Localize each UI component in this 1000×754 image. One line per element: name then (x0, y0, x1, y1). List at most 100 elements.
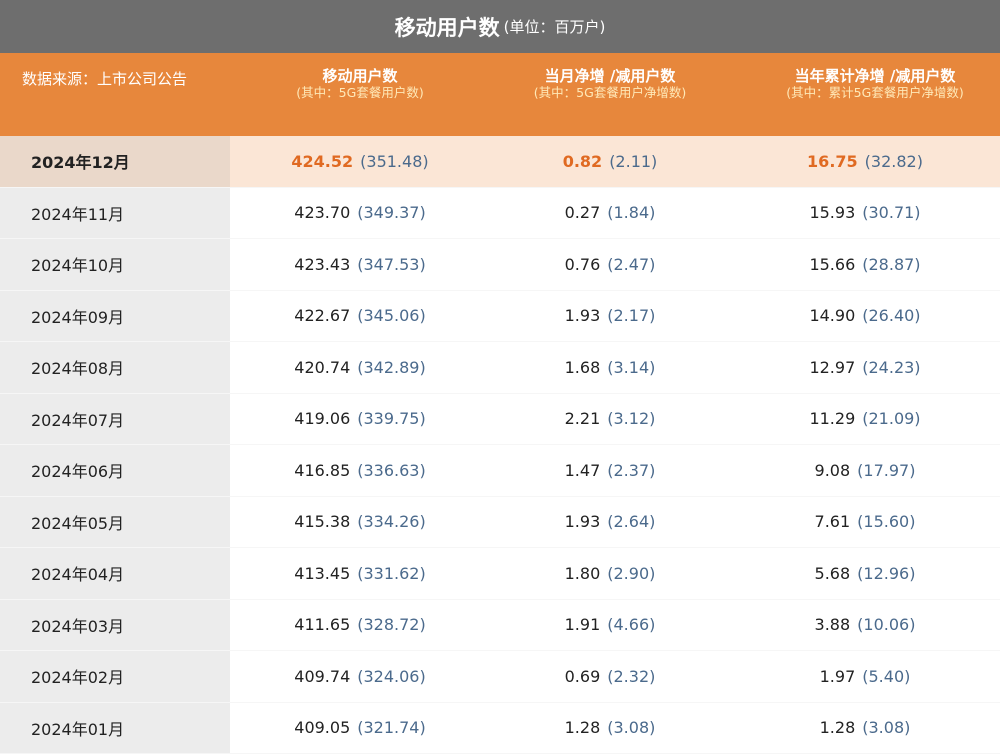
cell-5g-value: (3.08) (862, 718, 911, 738)
cell-value: 1.28 (819, 718, 856, 738)
cell-value: 5.68 (814, 563, 851, 583)
cell-mobile-users: 423.70 (349.37) (230, 188, 490, 239)
cell-value: 9.08 (814, 460, 851, 480)
cell-5g-value: (2.47) (607, 254, 656, 274)
table-row: 2024年01月 409.05 (321.74) 1.28 (3.08) 1.28 (… (0, 702, 1000, 754)
row-date: 2024年11月 (0, 187, 230, 238)
data-table: 2024年12月 424.52 (351.48) 0.82 (2.11) 16.75… (0, 136, 1000, 754)
page-title: 移动用户数 (394, 15, 500, 40)
cell-mobile-users: 416.85 (336.63) (230, 445, 490, 496)
table-row: 2024年12月 424.52 (351.48) 0.82 (2.11) 16.75… (0, 136, 1000, 188)
cell-value: 423.70 (294, 203, 351, 223)
cell-5g-value: (321.74) (357, 718, 426, 738)
cell-value: 424.52 (291, 151, 354, 171)
cell-value: 420.74 (294, 357, 351, 377)
cell-5g-value: (21.09) (862, 409, 921, 429)
cell-value: 12.97 (809, 357, 856, 377)
page-title-unit: (单位：百万户) (503, 18, 606, 36)
cell-ytd-net: 12.97 (24.23) (730, 342, 1000, 393)
cell-monthly-net: 1.93 (2.17) (490, 291, 730, 342)
cell-5g-value: (24.23) (862, 357, 921, 377)
table-row: 2024年07月 419.06 (339.75) 2.21 (3.12) 11.29… (0, 393, 1000, 445)
header-mobile-users-sub: (其中：5G套餐用户数) (296, 85, 424, 100)
cell-5g-value: (28.87) (862, 254, 921, 274)
row-date: 2024年01月 (0, 702, 230, 753)
cell-ytd-net: 15.66 (28.87) (730, 239, 1000, 290)
cell-value: 423.43 (294, 254, 351, 274)
cell-value: 0.27 (564, 203, 601, 223)
table-row: 2024年05月 415.38 (334.26) 1.93 (2.64) 7.61 (… (0, 496, 1000, 548)
cell-value: 422.67 (294, 306, 351, 326)
table-row: 2024年11月 423.70 (349.37) 0.27 (1.84) 15.93… (0, 187, 1000, 239)
cell-value: 1.93 (564, 512, 601, 532)
cell-5g-value: (2.37) (607, 460, 656, 480)
header-ytd-net-title: 当年累计净增 /减用户数 (794, 67, 956, 85)
header-monthly-net: 当月净增 /减用户数 (其中：5G套餐用户净增数) (490, 53, 730, 136)
cell-5g-value: (345.06) (357, 306, 426, 326)
cell-5g-value: (2.17) (607, 306, 656, 326)
row-date: 2024年08月 (0, 342, 230, 393)
cell-5g-value: (347.53) (357, 254, 426, 274)
cell-ytd-net: 9.08 (17.97) (730, 445, 1000, 496)
page-title-bar: 移动用户数 (单位：百万户) (0, 0, 1000, 53)
cell-monthly-net: 0.27 (1.84) (490, 188, 730, 239)
row-date: 2024年02月 (0, 651, 230, 702)
cell-5g-value: (3.12) (607, 409, 656, 429)
table-row: 2024年08月 420.74 (342.89) 1.68 (3.14) 12.97… (0, 342, 1000, 394)
cell-value: 415.38 (294, 512, 351, 532)
cell-mobile-users: 420.74 (342.89) (230, 342, 490, 393)
cell-value: 3.88 (814, 615, 851, 635)
cell-5g-value: (26.40) (862, 306, 921, 326)
cell-ytd-net: 7.61 (15.60) (730, 497, 1000, 548)
header-mobile-users: 移动用户数 (其中：5G套餐用户数) (230, 53, 490, 136)
cell-ytd-net: 14.90 (26.40) (730, 291, 1000, 342)
cell-ytd-net: 15.93 (30.71) (730, 188, 1000, 239)
cell-mobile-users: 409.74 (324.06) (230, 651, 490, 702)
row-date: 2024年03月 (0, 599, 230, 650)
row-date: 2024年09月 (0, 290, 230, 341)
cell-5g-value: (342.89) (357, 357, 426, 377)
cell-ytd-net: 11.29 (21.09) (730, 394, 1000, 445)
table-row: 2024年02月 409.74 (324.06) 0.69 (2.32) 1.97 (… (0, 651, 1000, 703)
cell-monthly-net: 0.69 (2.32) (490, 651, 730, 702)
cell-5g-value: (32.82) (864, 151, 923, 171)
cell-5g-value: (334.26) (357, 512, 426, 532)
cell-value: 11.29 (809, 409, 856, 429)
row-date: 2024年07月 (0, 393, 230, 444)
cell-ytd-net: 16.75 (32.82) (730, 136, 1000, 187)
cell-ytd-net: 1.28 (3.08) (730, 703, 1000, 754)
row-date: 2024年10月 (0, 239, 230, 290)
row-date: 2024年06月 (0, 445, 230, 496)
cell-value: 419.06 (294, 409, 351, 429)
data-source-label: 数据来源：上市公司公告 (22, 70, 188, 88)
cell-5g-value: (339.75) (357, 409, 426, 429)
cell-value: 1.68 (564, 357, 601, 377)
cell-monthly-net: 1.47 (2.37) (490, 445, 730, 496)
header-ytd-net: 当年累计净增 /减用户数 (其中：累计5G套餐用户净增数) (775, 53, 975, 136)
cell-value: 1.97 (819, 666, 856, 686)
cell-value: 1.91 (564, 615, 601, 635)
header-mobile-users-title: 移动用户数 (322, 67, 398, 85)
cell-value: 0.76 (564, 254, 601, 274)
cell-5g-value: (2.90) (607, 563, 656, 583)
cell-value: 7.61 (814, 512, 851, 532)
cell-value: 409.74 (294, 666, 351, 686)
cell-value: 0.69 (564, 666, 601, 686)
header-ytd-net-sub: (其中：累计5G套餐用户净增数) (786, 85, 964, 100)
cell-value: 15.93 (809, 203, 856, 223)
cell-5g-value: (331.62) (357, 563, 426, 583)
table-header: 数据来源：上市公司公告 移动用户数 (其中：5G套餐用户数) 当月净增 /减用户… (0, 53, 1000, 136)
cell-5g-value: (10.06) (857, 615, 916, 635)
cell-ytd-net: 1.97 (5.40) (730, 651, 1000, 702)
cell-5g-value: (15.60) (857, 512, 916, 532)
header-monthly-net-sub: (其中：5G套餐用户净增数) (533, 85, 687, 100)
cell-monthly-net: 1.80 (2.90) (490, 548, 730, 599)
table-row: 2024年09月 422.67 (345.06) 1.93 (2.17) 14.90… (0, 290, 1000, 342)
cell-5g-value: (1.84) (607, 203, 656, 223)
cell-5g-value: (2.11) (609, 151, 658, 171)
cell-value: 416.85 (294, 460, 351, 480)
cell-5g-value: (30.71) (862, 203, 921, 223)
cell-value: 1.47 (564, 460, 601, 480)
cell-mobile-users: 415.38 (334.26) (230, 497, 490, 548)
cell-monthly-net: 1.93 (2.64) (490, 497, 730, 548)
